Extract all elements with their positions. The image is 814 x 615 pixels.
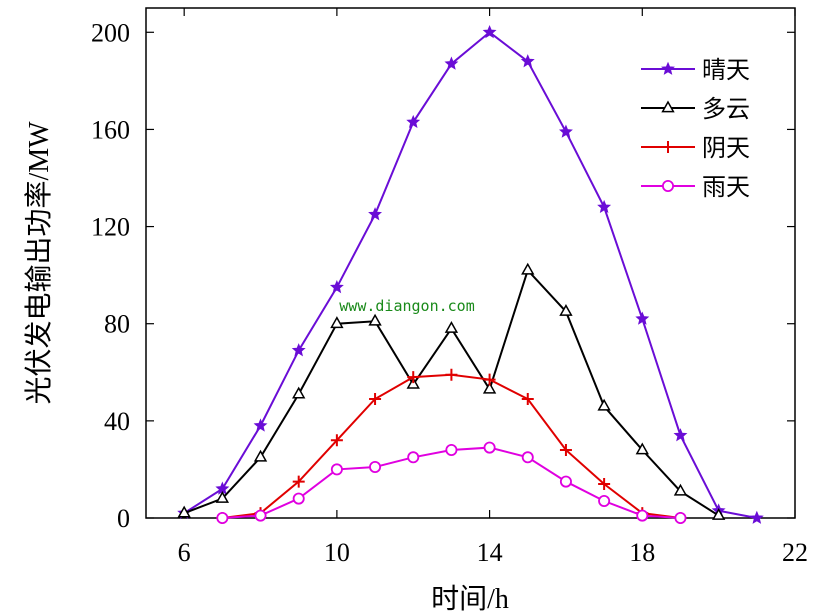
data-point: [673, 483, 688, 496]
data-point: [216, 512, 229, 525]
data-point: [330, 316, 344, 329]
legend-label: 阴天: [702, 136, 750, 162]
watermark: www.diangon.com: [339, 297, 474, 315]
data-point: [292, 475, 305, 488]
x-tick-label: 14: [477, 538, 503, 567]
data-point: [368, 207, 383, 221]
data-point: [711, 508, 726, 520]
data-point: [635, 311, 650, 325]
legend-label: 晴天: [702, 57, 750, 84]
data-point: [673, 428, 688, 442]
data-point: [444, 321, 459, 333]
y-axis-title: 光伏发电输出功率/MW: [23, 121, 55, 405]
x-axis-title: 时间/h: [431, 583, 509, 615]
y-tick-label: 200: [91, 18, 130, 47]
data-point: [483, 373, 496, 386]
legend-marker: [661, 100, 675, 113]
data-point: [598, 478, 611, 490]
legend-item: 阴天: [641, 136, 750, 162]
series-1: [177, 262, 726, 520]
legend-item: 雨天: [641, 175, 750, 201]
data-point: [482, 381, 497, 394]
data-point: [445, 443, 458, 456]
data-point: [291, 343, 306, 357]
data-point: [636, 509, 649, 522]
data-point: [597, 199, 612, 214]
data-point: [674, 512, 687, 525]
data-point: [558, 124, 573, 138]
legend-item: 多云: [641, 96, 750, 123]
data-point: [559, 444, 572, 456]
legend-label: 雨天: [702, 175, 750, 201]
series-3: [216, 441, 687, 525]
data-point: [407, 451, 420, 464]
data-point: [559, 304, 573, 316]
data-point: [444, 56, 459, 70]
data-point: [482, 24, 497, 39]
data-point: [368, 313, 382, 326]
data-point: [253, 449, 268, 462]
x-tick-label: 18: [629, 538, 655, 567]
y-tick-label: 40: [104, 407, 130, 436]
legend-item: 晴天: [641, 57, 750, 84]
y-tick-label: 160: [91, 115, 130, 144]
x-tick-labels: 6 10 14 18 22: [178, 538, 808, 567]
data-point: [597, 398, 611, 411]
tick-marks: [146, 8, 796, 519]
data-point: [369, 460, 382, 473]
data-point: [406, 376, 420, 389]
data-point: [177, 505, 191, 518]
x-tick-label: 22: [782, 538, 808, 567]
data-point: [215, 491, 230, 503]
data-point: [253, 418, 268, 432]
data-point: [521, 451, 534, 464]
data-point: [292, 492, 305, 505]
y-tick-labels: 0 40 80 120 160 200: [91, 18, 130, 533]
data-point: [329, 279, 344, 294]
y-tick-label: 120: [91, 213, 130, 242]
legend-marker: [661, 61, 675, 75]
series-layer: [177, 24, 764, 525]
data-point: [254, 509, 267, 522]
data-point: [521, 262, 535, 275]
x-tick-label: 6: [178, 538, 191, 567]
series-line: [183, 31, 758, 519]
data-point: [598, 494, 611, 507]
y-tick-label: 80: [104, 310, 130, 339]
y-tick-label: 0: [117, 504, 130, 533]
data-point: [330, 434, 343, 447]
data-point: [369, 393, 382, 405]
plot-area: [145, 7, 796, 519]
x-tick-label: 10: [324, 538, 350, 567]
data-point: [521, 393, 534, 405]
legend-marker: [662, 179, 675, 192]
data-point: [445, 368, 458, 381]
data-point: [406, 114, 421, 129]
data-point: [635, 442, 649, 455]
data-point: [292, 386, 306, 399]
legend-label: 多云: [702, 96, 750, 123]
data-point: [520, 54, 535, 68]
data-point: [330, 463, 343, 476]
legend-marker: [662, 141, 674, 153]
data-point: [749, 510, 764, 524]
data-point: [483, 441, 496, 454]
data-point: [407, 371, 420, 384]
data-point: [559, 475, 572, 488]
